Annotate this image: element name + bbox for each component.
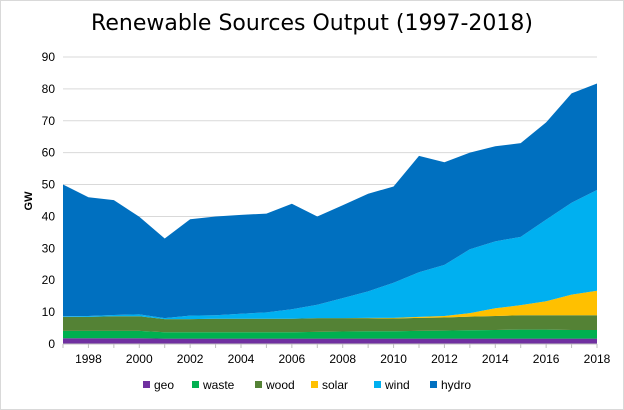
legend-label: wind [384,378,410,392]
legend-item-waste: waste [192,378,235,392]
legend-label: solar [322,378,348,392]
chart-title: Renewable Sources Output (1997-2018) [91,11,533,36]
y-tick-label: 90 [42,50,56,64]
x-tick-label: 1998 [75,352,102,366]
y-tick-label: 80 [42,82,56,96]
y-tick-label: 40 [42,209,56,223]
x-tick-label: 2008 [329,352,356,366]
legend-swatch [255,381,262,388]
y-tick-label: 30 [42,241,56,255]
y-tick-label: 20 [42,273,56,287]
legend-label: hydro [441,378,471,392]
y-tick-label: 50 [42,178,56,192]
legend-swatch [192,381,199,388]
legend-item-solar: solar [311,378,348,392]
x-tick-label: 2010 [380,352,407,366]
legend-swatch [374,381,381,388]
y-axis-label: GW [23,191,35,211]
y-tick-label: 10 [42,305,56,319]
area-wind [63,189,597,320]
area-wood [63,315,597,333]
legend-item-hydro: hydro [430,378,471,392]
area-waste [63,329,597,339]
x-tick-label: 2006 [279,352,306,366]
y-tick-label: 60 [42,146,56,160]
legend-swatch [143,381,150,388]
legend-swatch [311,381,318,388]
x-tick-label: 2002 [177,352,204,366]
x-tick-label: 2012 [431,352,458,366]
y-tick-label: 0 [48,337,55,351]
legend-item-wood: wood [255,378,295,392]
x-tick-label: 2018 [584,352,611,366]
legend-item-geo: geo [143,378,174,392]
axes: 0 10 20 30 40 50 60 70 80 90 1998 2000 2002 2004 2006 2… [42,50,611,366]
x-tick-label: 2014 [482,352,509,366]
legend-label: geo [154,378,174,392]
x-tick-label: 2016 [533,352,560,366]
legend: geo waste wood solar wind hydro [143,378,471,392]
x-tick-label: 2000 [126,352,153,366]
y-tick-label: 70 [42,114,56,128]
legend-item-wind: wind [374,378,410,392]
area-geo [63,338,597,344]
legend-label: wood [265,378,295,392]
legend-label: waste [202,378,235,392]
x-tick-label: 2004 [228,352,255,366]
area-hydro [63,83,597,319]
stacked-areas [63,83,597,344]
legend-swatch [430,381,437,388]
